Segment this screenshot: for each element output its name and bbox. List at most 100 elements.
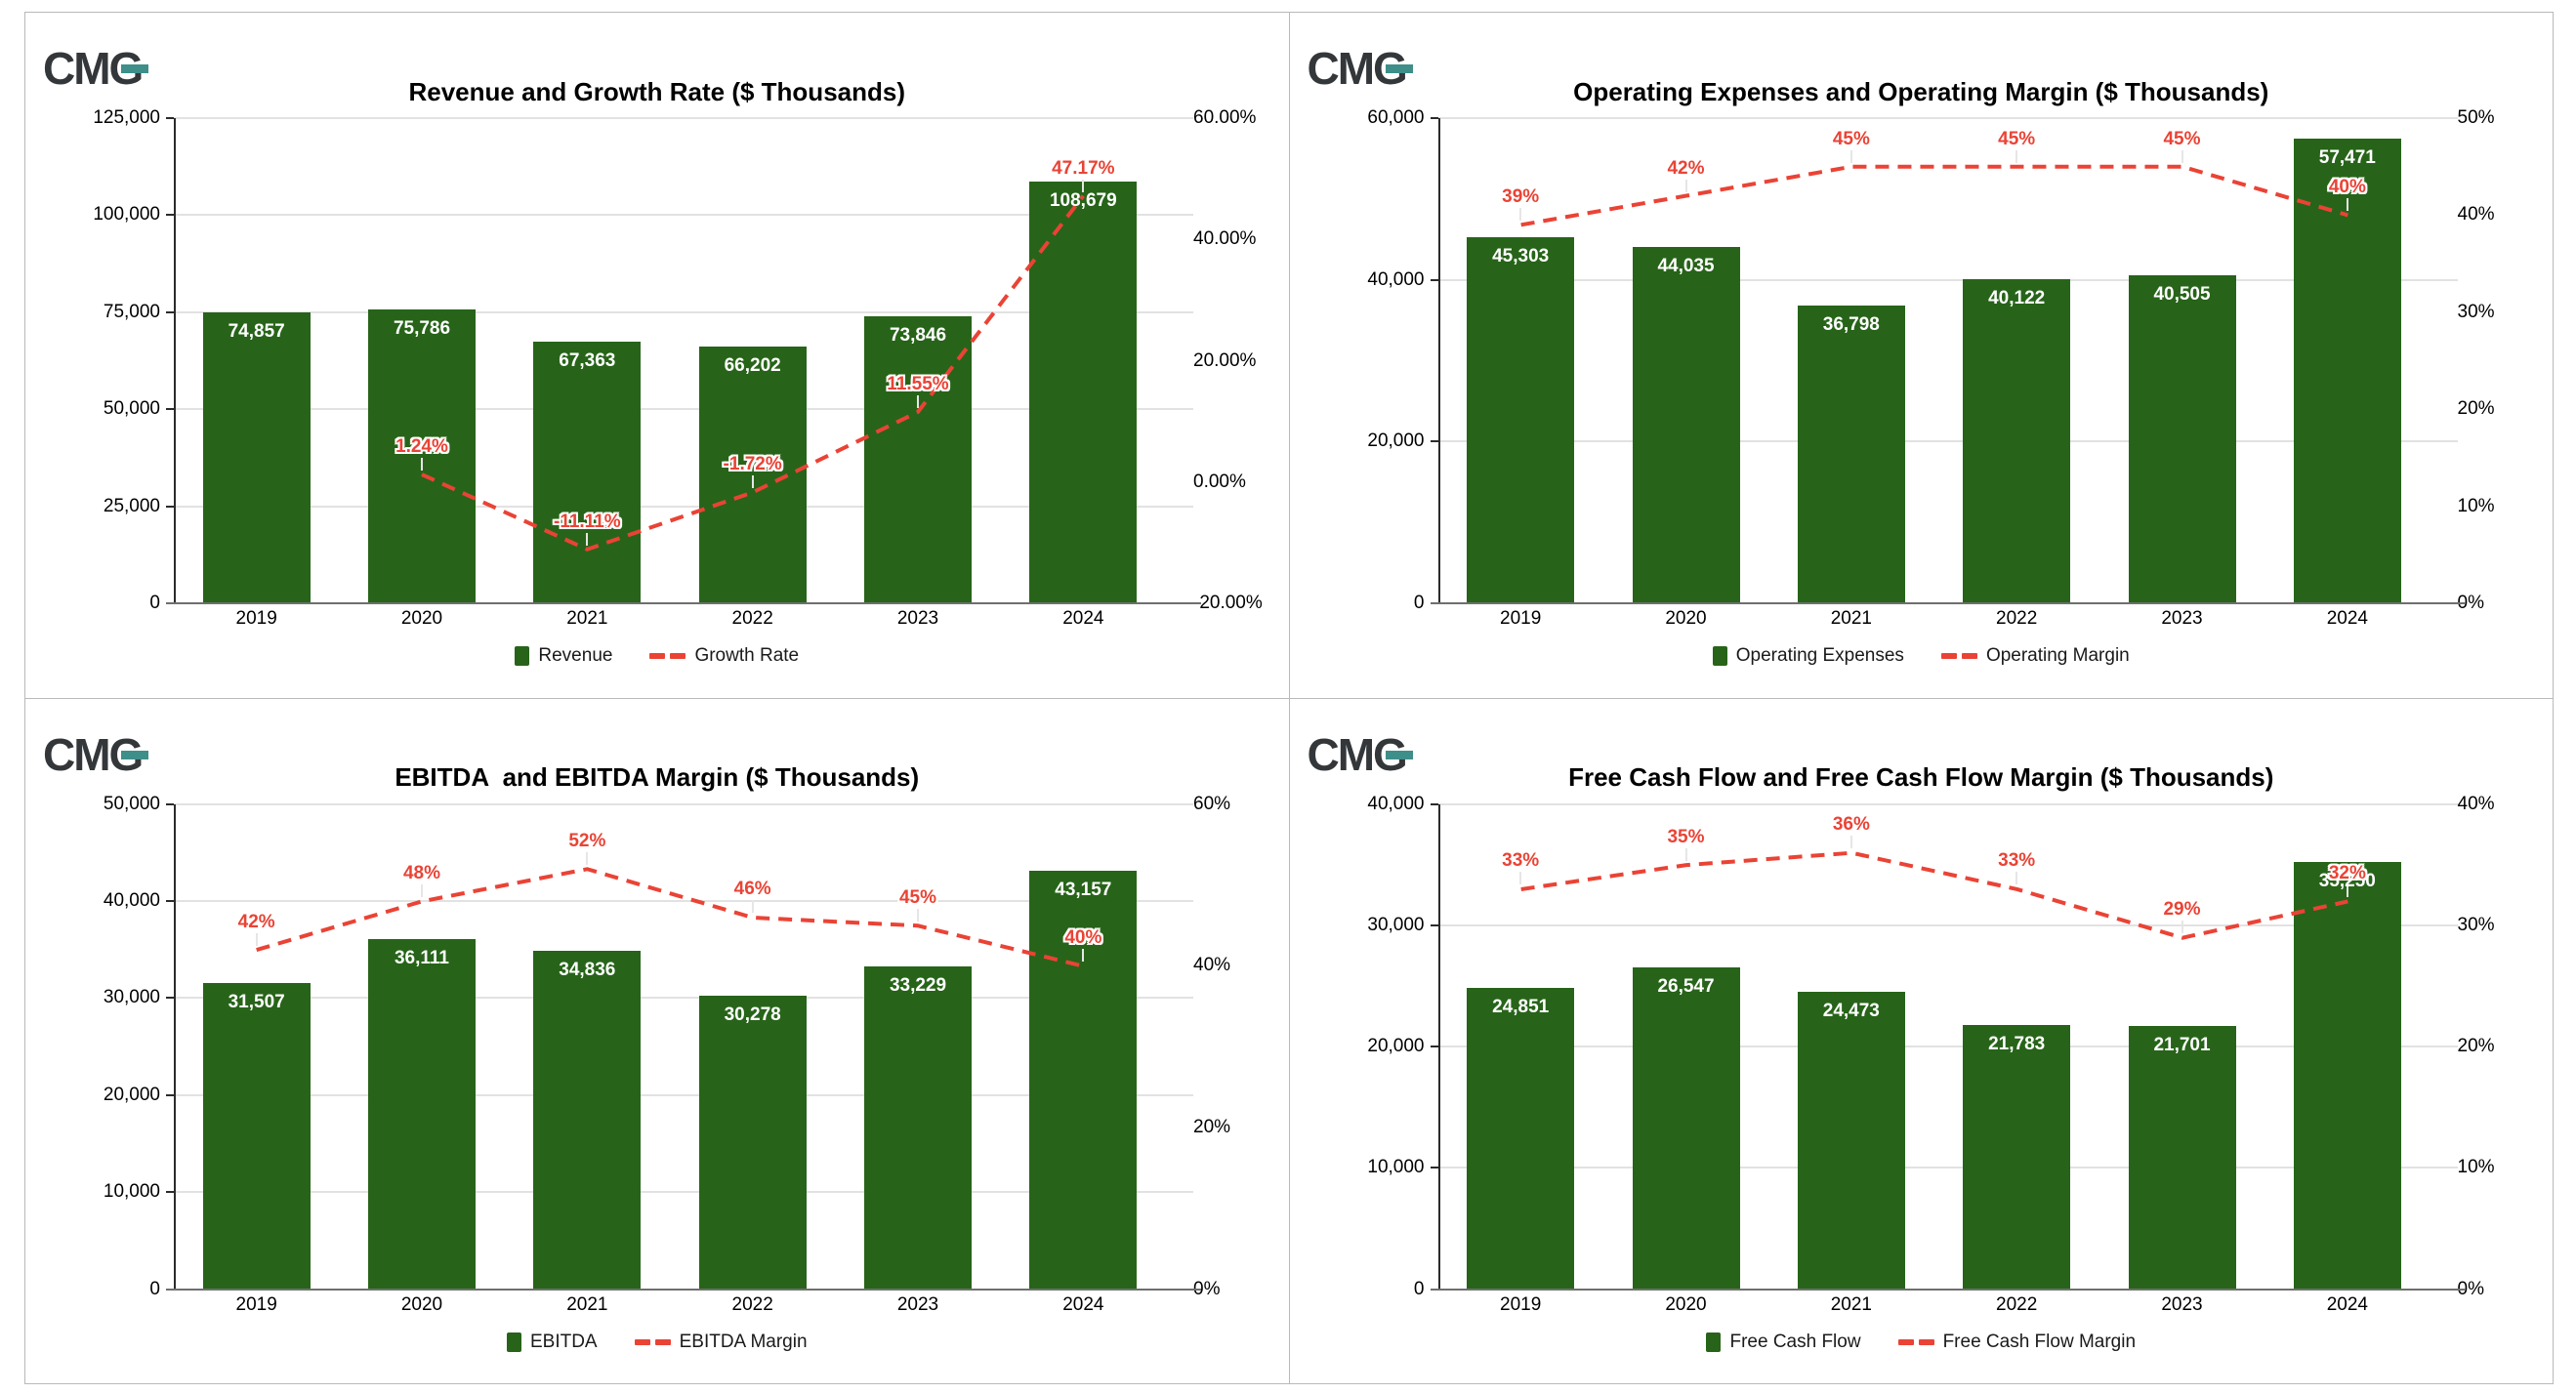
left-axis-tick-label: 75,000: [103, 301, 160, 322]
bar-value-label: 30,278: [724, 1004, 781, 1025]
chart-title-revenue: Revenue and Growth Rate ($ Thousands): [408, 76, 905, 106]
x-axis-label: 2023: [2161, 1293, 2203, 1315]
line-label-leader: [751, 900, 754, 914]
bar-2022: [1963, 278, 2071, 603]
x-axis-label: 2023: [2161, 608, 2203, 629]
line-series-swatch: [1897, 1338, 1934, 1345]
line-series-swatch: [634, 1338, 671, 1345]
left-axis-tick-label: 40,000: [1367, 268, 1425, 290]
panel-revenue-growth: CMG Revenue and Growth Rate ($ Thousands…: [25, 13, 1289, 698]
gridline: [174, 505, 1193, 508]
left-axis-tick-label: 50,000: [103, 398, 160, 420]
panel-ebitda-margin: CMG EBITDA and EBITDA Margin ($ Thousand…: [25, 698, 1289, 1383]
gridline: [1437, 117, 2458, 119]
right-axis-tick-label: 0%: [1193, 1278, 1221, 1299]
legend-item-free-cash-flow: Free Cash Flow: [1706, 1331, 1861, 1353]
line-label-leader: [586, 851, 589, 865]
bar-value-label: 108,679: [1049, 189, 1117, 211]
plot-area-revenue: 0 25,000 50,000 75,000 100,000 125,000 -20.00%…: [25, 13, 1289, 698]
bar-value-label: 43,157: [1055, 879, 1112, 900]
bar-value-label: 45,303: [1492, 245, 1550, 266]
left-axis-tick-label: 60,000: [1367, 107, 1425, 128]
left-axis-tick-label: 40,000: [103, 889, 160, 911]
x-axis-label: 2024: [1062, 1293, 1104, 1315]
line-value-label: 36%: [1832, 814, 1870, 836]
dashed-line: [256, 866, 1084, 968]
legend-label: Free Cash Flow: [1729, 1331, 1861, 1352]
margin-line-series: [1519, 164, 2348, 227]
line-label-leader: [917, 394, 919, 408]
right-axis-tick-label: 30%: [2457, 914, 2495, 935]
line-value-label: 1.24%: [395, 436, 448, 458]
bar-value-label: 24,473: [1822, 1001, 1880, 1022]
left-axis-tick-label: 20,000: [1367, 1036, 1425, 1056]
legend-label: Operating Margin: [1985, 645, 2130, 666]
left-axis-tick-label: 0: [149, 1278, 160, 1299]
left-axis-tick: [166, 505, 174, 508]
line-label-leader: [1684, 847, 1687, 861]
x-axis-label: 2024: [2326, 1293, 2368, 1315]
bar-value-label: 24,851: [1492, 996, 1550, 1017]
line-value-label: 33%: [1502, 850, 1540, 872]
bar-value-label: 40,505: [2153, 284, 2211, 306]
gridline: [1437, 440, 2458, 443]
dashed-line: [421, 194, 1085, 552]
line-label-leader: [2346, 198, 2348, 212]
bar-value-label: 36,111: [394, 947, 450, 968]
bar-2021: [1797, 992, 1905, 1290]
bar-value-label: 26,547: [1657, 975, 1715, 997]
left-axis-line: [174, 118, 176, 603]
left-axis-tick: [166, 1093, 174, 1096]
line-value-label: 33%: [1998, 850, 2036, 872]
line-value-label: 32%: [2328, 862, 2366, 883]
line-label-leader: [1849, 836, 1852, 849]
right-axis-tick-label: -20.00%: [1193, 593, 1263, 613]
gridline: [174, 802, 1193, 805]
line-label-leader: [917, 908, 919, 922]
left-axis-tick-label: 20,000: [1367, 430, 1425, 452]
x-axis-line: [166, 1288, 1201, 1291]
x-axis-label: 2023: [896, 1293, 939, 1315]
bar-value-label: 73,846: [889, 325, 947, 347]
x-axis-line: [1430, 602, 2466, 604]
legend-opex: Operating Expenses Operating Margin: [1290, 645, 2554, 667]
gridline: [1437, 1167, 2458, 1169]
right-axis-tick-label: 40%: [2457, 793, 2495, 814]
chart-title-fcf: Free Cash Flow and Free Cash Flow Margin…: [1568, 762, 2274, 793]
plot-area-fcf: 0 10,000 20,000 30,000 40,000 0% 10% 20% 30% 40% 2…: [1290, 699, 2554, 1384]
right-axis-tick-label: 40.00%: [1193, 228, 1257, 250]
line-value-label: 42%: [1667, 157, 1705, 179]
bar-2023: [2128, 275, 2236, 603]
cmg-logo: CMG: [43, 46, 149, 91]
bar-value-label: 66,202: [724, 354, 781, 376]
left-axis-tick: [1430, 1167, 1438, 1169]
line-value-label: -1.72%: [723, 454, 782, 475]
right-axis-tick-label: 20%: [2457, 1036, 2495, 1056]
bar-value-label: 21,701: [2153, 1034, 2211, 1055]
line-label-leader: [1519, 872, 1522, 885]
bar-value-label: 21,783: [1988, 1033, 2046, 1054]
bar-2022: [1963, 1024, 2071, 1290]
left-axis-tick-label: 30,000: [1367, 914, 1425, 935]
legend-revenue: Revenue Growth Rate: [25, 645, 1289, 667]
x-axis-label: 2020: [1665, 1293, 1707, 1315]
chart-title-opex: Operating Expenses and Operating Margin …: [1573, 76, 2269, 106]
bar-2021: [1797, 306, 1905, 603]
left-axis-tick: [1430, 440, 1438, 443]
left-axis-line: [1437, 118, 1440, 603]
bar-2020: [368, 308, 476, 603]
legend-item-operating-expenses: Operating Expenses: [1712, 645, 1904, 667]
line-label-leader: [751, 475, 754, 489]
bar-2024: [1029, 870, 1138, 1290]
line-label-leader: [1082, 179, 1085, 192]
gridline: [174, 899, 1193, 902]
left-axis-tick-label: 0: [149, 593, 160, 613]
line-label-leader: [2015, 149, 2018, 163]
right-axis-tick-label: 10%: [2457, 1157, 2495, 1178]
left-axis-tick: [1430, 923, 1438, 926]
bar-2021: [533, 342, 642, 603]
bar-2022: [698, 995, 807, 1290]
gridline: [174, 997, 1193, 1000]
legend-item-revenue: Revenue: [515, 645, 612, 667]
bar-series-swatch: [1706, 1332, 1722, 1352]
